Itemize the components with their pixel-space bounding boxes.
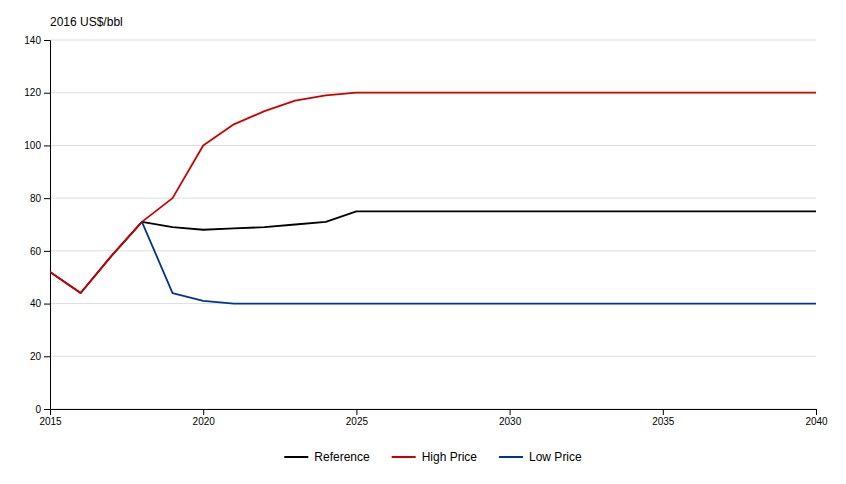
- legend-swatch: [392, 456, 416, 458]
- axis-domain: [51, 410, 817, 416]
- tick-label: 2020: [193, 416, 216, 427]
- tick: 100: [24, 140, 50, 151]
- tick-mark: [44, 93, 50, 94]
- tick: 140: [24, 35, 50, 46]
- legend: Reference High Price Low Price: [284, 450, 582, 464]
- tick-mark: [203, 409, 204, 415]
- axis-label: 2016 US$/bbl: [50, 15, 123, 29]
- plot: 2015202020252030203520400204060801001201…: [24, 35, 828, 427]
- tick-label: 140: [24, 35, 41, 46]
- tick-mark: [44, 198, 50, 199]
- grid-line: [50, 198, 816, 199]
- legend-item: High Price: [392, 450, 478, 464]
- tick: 2030: [499, 409, 522, 427]
- series-line: [142, 222, 816, 304]
- tick-label: 2040: [805, 416, 828, 427]
- legend-item: Reference: [284, 450, 370, 464]
- tick-mark: [44, 251, 50, 252]
- tick-mark: [44, 356, 50, 357]
- x-axis: 2015 2020 2025 2030 2035 2040: [39, 409, 828, 427]
- legend-swatch: [284, 456, 308, 458]
- tick: 20: [30, 351, 50, 362]
- tick: 80: [30, 193, 50, 204]
- tick: 2015: [39, 409, 62, 427]
- tick: 2035: [652, 409, 675, 427]
- tick-label: 2015: [39, 416, 62, 427]
- axis-domain: [44, 41, 51, 410]
- grid: [50, 40, 816, 409]
- lines: [50, 93, 816, 304]
- grid-line: [50, 40, 816, 41]
- legend-swatch: [499, 456, 523, 458]
- tick-mark: [44, 409, 50, 410]
- tick-mark: [44, 304, 50, 305]
- tick-mark: [816, 409, 817, 415]
- tick: 2040: [805, 409, 828, 427]
- tick: 60: [30, 246, 50, 257]
- tick: 2025: [346, 409, 369, 427]
- tick-mark: [663, 409, 664, 415]
- legend-label: High Price: [422, 450, 478, 464]
- tick-label: 120: [24, 87, 41, 98]
- grid-line: [50, 356, 816, 357]
- tick-label: 40: [30, 298, 42, 309]
- series-line: [50, 93, 816, 293]
- tick-label: 60: [30, 246, 42, 257]
- grid-line: [50, 145, 816, 146]
- tick-mark: [510, 409, 511, 415]
- legend-item: Low Price: [499, 450, 582, 464]
- tick-label: 2035: [652, 416, 675, 427]
- tick-label: 2025: [346, 416, 369, 427]
- legend-label: Reference: [314, 450, 370, 464]
- tick-mark: [44, 145, 50, 146]
- tick-mark: [44, 40, 50, 41]
- tick-label: 80: [30, 193, 42, 204]
- tick-label: 20: [30, 351, 42, 362]
- tick-mark: [356, 409, 357, 415]
- chart: 2015202020252030203520400204060801001201…: [0, 0, 846, 484]
- tick: 120: [24, 87, 50, 98]
- series-line: [50, 211, 816, 293]
- grid-line: [50, 250, 816, 251]
- y-axis: 0 20 40 60 80 100 120 140: [24, 35, 50, 415]
- tick: 2020: [193, 409, 216, 427]
- tick-label: 2030: [499, 416, 522, 427]
- tick-label: 0: [35, 404, 41, 415]
- legend-label: Low Price: [529, 450, 582, 464]
- tick-label: 100: [24, 140, 41, 151]
- tick: 40: [30, 298, 50, 309]
- tick: 0: [35, 404, 50, 415]
